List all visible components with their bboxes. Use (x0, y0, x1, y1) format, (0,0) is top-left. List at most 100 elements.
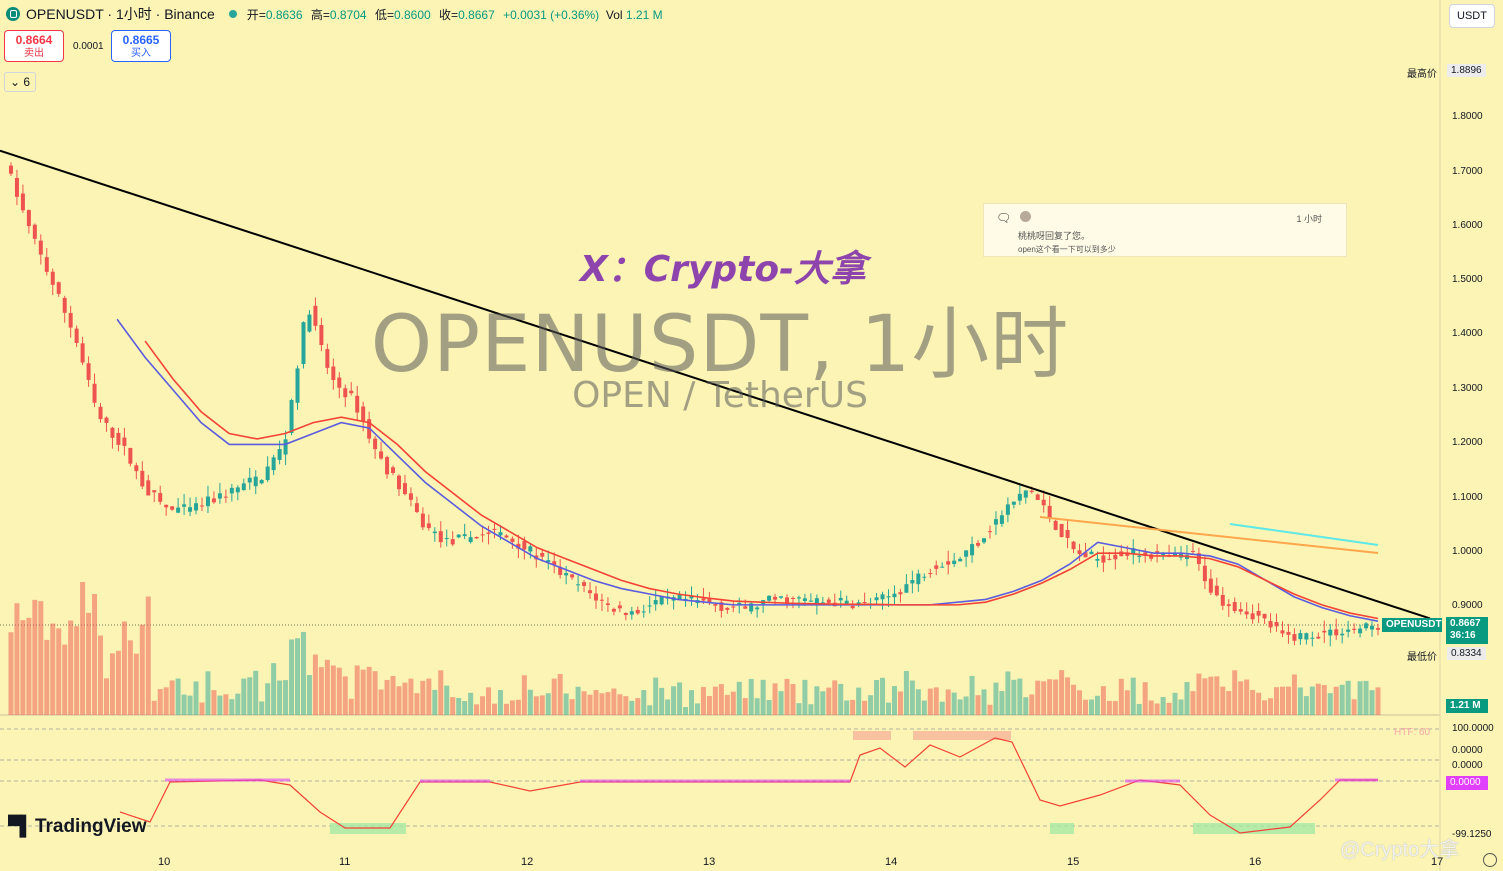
volume-bar (742, 698, 748, 715)
volume-bar (939, 701, 945, 715)
author-overlay-title: X：Crypto-大拿 (580, 249, 867, 290)
volume-bar (838, 683, 844, 715)
candle-body (1352, 628, 1357, 630)
sell-button[interactable]: 0.8664 卖出 (4, 30, 64, 62)
candle-body (146, 480, 151, 496)
candle-body (516, 543, 521, 549)
time-axis-label: 11 (339, 856, 351, 868)
volume-bar (408, 678, 414, 715)
candle-body (277, 449, 282, 460)
candle-body (940, 566, 945, 568)
symbol-title[interactable]: OPENUSDT · 1小时 · Binance (26, 6, 215, 22)
reply-notification[interactable]: 🗨 1 小时 桃桃呀回复了您。 open这个看一下可以到多少 (983, 203, 1347, 257)
candle-body (999, 515, 1004, 524)
settings-gear-icon[interactable] (1483, 853, 1497, 867)
volume-bar (133, 653, 139, 715)
volume-bar (724, 694, 730, 715)
candle-body (199, 505, 204, 507)
volume-bar (181, 694, 187, 715)
trend-line (0, 149, 1431, 620)
candle-body (970, 544, 975, 556)
volume-bar (802, 679, 808, 715)
candle-body (134, 465, 139, 472)
candle-body (1107, 558, 1112, 560)
candle-body (713, 604, 718, 606)
volume-bar (1100, 686, 1106, 715)
candle-body (1232, 602, 1237, 611)
comment-icon: 🗨 (996, 211, 1012, 225)
candle-body (838, 597, 843, 601)
volume-bar (736, 681, 742, 715)
candle-body (1202, 565, 1207, 582)
volume-bar (671, 686, 677, 715)
volume-bar (999, 691, 1005, 715)
market-status-icon (228, 10, 237, 18)
volume-bar (868, 695, 874, 715)
volume-bar (1142, 682, 1148, 715)
candle-body (68, 313, 73, 328)
volume-bar (62, 644, 68, 715)
volume-bar (945, 689, 951, 715)
candle-body (1220, 595, 1225, 606)
volume-bar (259, 701, 265, 715)
volume-bar (909, 680, 915, 715)
volume-bar (80, 581, 86, 715)
volume-bar (1011, 679, 1017, 715)
candle-body (355, 395, 360, 413)
volume-bar (74, 626, 80, 715)
candle-body (934, 565, 939, 569)
volume-bar (98, 635, 104, 715)
time-axis-label: 10 (158, 856, 171, 868)
candle-body (1190, 550, 1195, 552)
volume-bar (1136, 703, 1142, 715)
candle-body (110, 427, 115, 438)
volume-bar (92, 593, 98, 715)
tradingview-logo[interactable]: ▀▌ TradingView (8, 816, 147, 837)
volume-bar (1208, 676, 1214, 715)
volume-bar (832, 680, 838, 715)
volume-bar (1268, 698, 1274, 715)
volume-bar (605, 692, 611, 715)
volume-bar (1327, 693, 1333, 715)
candle-body (456, 534, 461, 538)
volume-bar (1094, 695, 1100, 715)
candle-body (605, 603, 610, 606)
candle-body (140, 470, 145, 487)
candle-body (725, 607, 730, 610)
candle-body (86, 363, 91, 380)
candle-body (814, 598, 819, 604)
candle-body (361, 406, 366, 422)
candle-body (74, 328, 79, 344)
volume-bar (1244, 679, 1250, 715)
volume-bar (217, 695, 223, 715)
volume-bar (933, 687, 939, 715)
candle-body (176, 507, 181, 513)
candle-body (164, 504, 169, 508)
volume-bar (38, 601, 44, 715)
candle-body (802, 598, 807, 602)
price-change: +0.0031 (+0.36%) (503, 7, 600, 22)
indicator-collapse-toggle[interactable]: ⌄ 6 (4, 72, 36, 92)
volume-bar (20, 620, 26, 715)
candle-body (1322, 630, 1327, 633)
volume-bar (402, 682, 408, 715)
volume-bar (1279, 686, 1285, 715)
candle-body (223, 496, 228, 498)
volume-bar (1309, 686, 1315, 715)
candle-body (689, 595, 694, 599)
candle-body (767, 595, 772, 601)
volume-bar (354, 665, 360, 715)
volume-bar (139, 624, 145, 715)
currency-selector[interactable]: USDT (1449, 4, 1495, 28)
candle-body (379, 451, 384, 459)
volume-bar (897, 691, 903, 715)
volume-bar (796, 703, 802, 715)
candle-body (20, 193, 25, 211)
candle-body (707, 598, 712, 603)
candle-body (528, 546, 533, 552)
candle-body (211, 498, 216, 503)
volume-bar (1196, 673, 1202, 715)
volume-bar (121, 621, 127, 715)
buy-button[interactable]: 0.8665 买入 (111, 30, 171, 62)
